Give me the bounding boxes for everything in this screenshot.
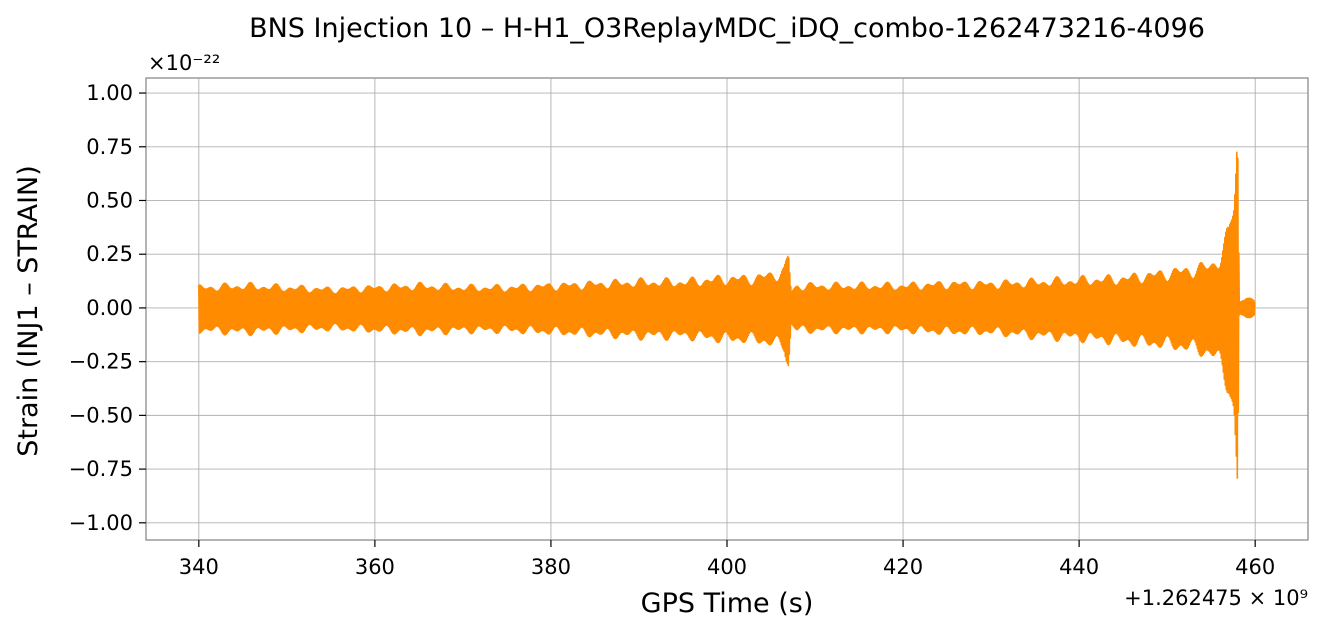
strain-series-line	[198, 151, 1256, 479]
y-tick-label: 0.00	[86, 296, 133, 320]
x-tick-label: 400	[707, 555, 747, 579]
x-offset-label: +1.262475 × 10⁹	[1124, 586, 1308, 610]
axis-ticks: 340 360 380 400 420 440 460 1.00 0.75 0.50 0.25 0.0…	[69, 81, 1276, 579]
y-tick-label: −1.00	[69, 511, 133, 535]
y-tick-label: −0.75	[69, 457, 133, 481]
x-tick-label: 420	[883, 555, 923, 579]
x-tick-label: 360	[355, 555, 395, 579]
y-scale-label: ×10⁻²²	[148, 51, 220, 75]
x-axis-label: GPS Time (s)	[641, 588, 814, 619]
y-tick-label: 1.00	[86, 81, 133, 105]
y-axis-label: Strain (INJ1 – STRAIN)	[13, 165, 44, 457]
x-tick-label: 440	[1059, 555, 1099, 579]
y-tick-label: −0.25	[69, 350, 133, 374]
chart-title: BNS Injection 10 – H-H1_O3ReplayMDC_iDQ_…	[249, 13, 1205, 44]
x-tick-label: 380	[531, 555, 571, 579]
series-layer	[198, 151, 1256, 479]
y-tick-label: 0.50	[86, 188, 133, 212]
x-tick-label: 340	[179, 555, 219, 579]
x-tick-label: 460	[1235, 555, 1275, 579]
y-tick-label: −0.50	[69, 403, 133, 427]
y-tick-label: 0.75	[86, 135, 133, 159]
y-tick-label: 0.25	[86, 242, 133, 266]
